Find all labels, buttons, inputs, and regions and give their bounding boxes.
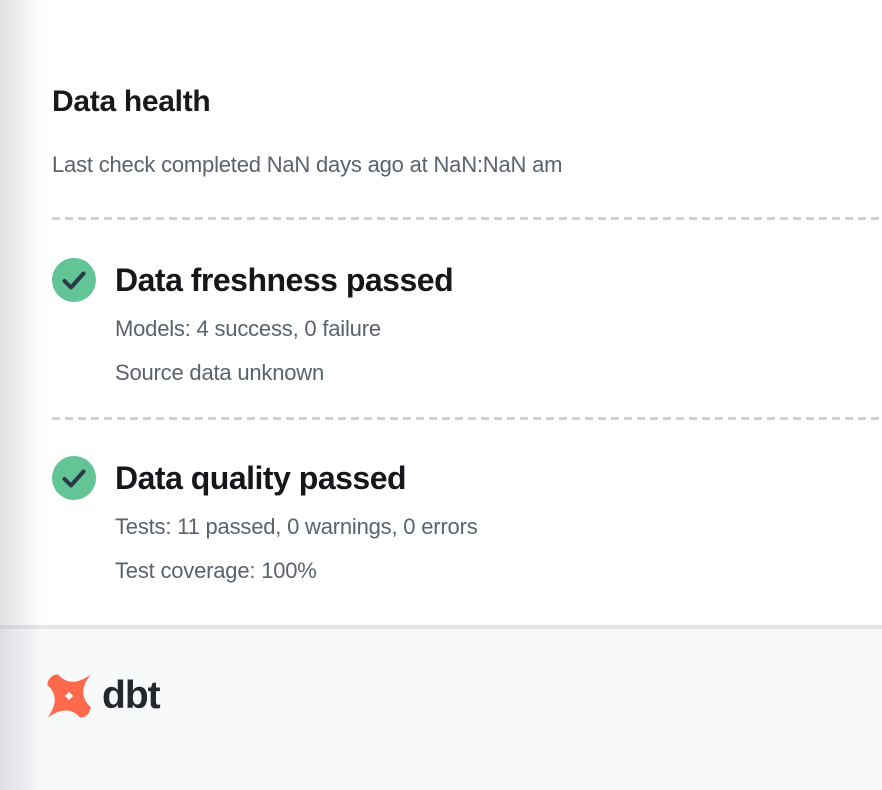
dashed-divider	[52, 217, 882, 220]
data-freshness-heading: Data freshness passed	[115, 262, 454, 298]
check-circle-icon	[52, 456, 96, 500]
dbt-logo-icon	[46, 673, 92, 719]
models-summary-text: Models: 4 success, 0 failure	[115, 316, 381, 341]
dashed-divider	[52, 417, 882, 420]
data-freshness-section: Data freshness passed Models: 4 success,…	[52, 258, 882, 386]
footer: dbt	[0, 625, 882, 790]
source-data-status-text: Source data unknown	[115, 360, 325, 385]
data-quality-body: Data quality passed Tests: 11 passed, 0 …	[115, 456, 882, 584]
tests-summary-text: Tests: 11 passed, 0 warnings, 0 errors	[115, 514, 478, 539]
data-health-card: Data health Last check completed NaN day…	[52, 85, 882, 584]
data-quality-section: Data quality passed Tests: 11 passed, 0 …	[52, 456, 882, 584]
page-title: Data health	[52, 85, 211, 118]
dbt-logo-link[interactable]: dbt	[46, 673, 161, 719]
test-coverage-text: Test coverage: 100%	[115, 558, 317, 583]
dbt-logo-text: dbt	[102, 674, 161, 717]
last-check-status-text: Last check completed NaN days ago at NaN…	[52, 152, 563, 177]
data-freshness-body: Data freshness passed Models: 4 success,…	[115, 258, 882, 386]
data-quality-heading: Data quality passed	[115, 460, 407, 496]
check-circle-icon	[52, 258, 96, 302]
